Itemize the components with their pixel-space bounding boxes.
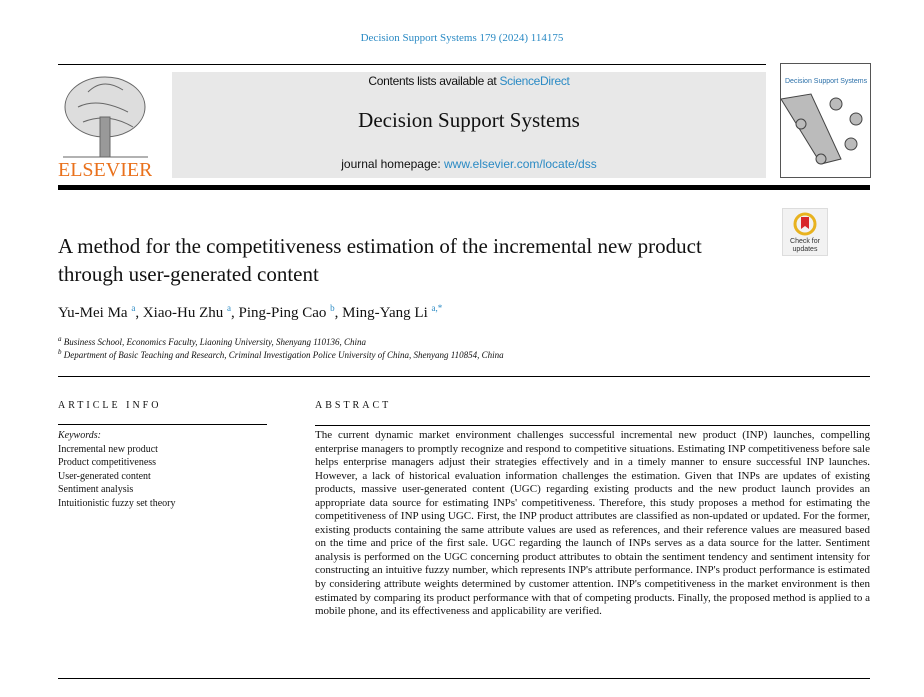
affiliation: a Business School, Economics Faculty, Li… [58, 335, 367, 347]
homepage-line: journal homepage: www.elsevier.com/locat… [172, 157, 766, 171]
divider [315, 425, 870, 426]
contents-label: Contents lists available at [368, 74, 500, 88]
divider [58, 376, 870, 377]
cover-title: Decision Support Systems [785, 78, 868, 85]
article-title: A method for the competitiveness estimat… [58, 234, 702, 286]
homepage-label: journal homepage: [341, 157, 444, 171]
journal-cover[interactable]: Decision Support Systems [780, 63, 871, 178]
journal-banner: Contents lists available at ScienceDirec… [172, 72, 766, 178]
journal-reference[interactable]: Decision Support Systems 179 (2024) 1141… [360, 32, 564, 44]
abstract-heading: ABSTRACT [315, 400, 392, 411]
author[interactable]: Xiao-Hu Zhu a [142, 303, 231, 321]
keyword: User-generated content [58, 470, 151, 482]
abstract-text: The current dynamic market environment c… [315, 429, 870, 618]
keyword: Incremental new product [58, 443, 158, 455]
author[interactable]: Ming-Yang Li a,* [342, 303, 443, 321]
contents-line: Contents lists available at ScienceDirec… [172, 74, 766, 88]
author[interactable]: Yu-Mei Ma a [58, 303, 136, 321]
divider [58, 424, 267, 425]
thick-divider [58, 185, 870, 190]
article-info-heading: ARTICLE INFO [58, 400, 162, 411]
affiliation: b Department of Basic Teaching and Resea… [58, 348, 504, 360]
journal-title: Decision Support Systems [358, 108, 580, 132]
keyword: Sentiment analysis [58, 484, 134, 496]
sciencedirect-link[interactable]: ScienceDirect [499, 74, 570, 88]
keyword: Product competitiveness [58, 457, 157, 469]
svg-text:ELSEVIER: ELSEVIER [58, 159, 152, 180]
homepage-link[interactable]: www.elsevier.com/locate/dss [444, 157, 597, 171]
author[interactable]: Ping-Ping Cao b [238, 303, 335, 321]
author-list: Yu-Mei Ma a, Xiao-Hu Zhu a, Ping-Ping Ca… [58, 303, 443, 321]
elsevier-logo[interactable]: ELSEVIER [58, 72, 153, 181]
elsevier-tree-icon: ELSEVIER [58, 76, 153, 181]
keywords-section: Keywords: Incremental new product Produc… [58, 429, 175, 511]
keyword: Intuitionistic fuzzy set theory [58, 497, 176, 509]
check-updates-label: Check for updates [790, 238, 820, 253]
keywords-label: Keywords: [58, 430, 101, 441]
bookmark-icon [793, 212, 817, 236]
divider [58, 678, 870, 679]
divider [58, 64, 766, 65]
cover-rope-illustration [780, 93, 863, 165]
check-for-updates-button[interactable]: Check for updates [782, 208, 828, 256]
